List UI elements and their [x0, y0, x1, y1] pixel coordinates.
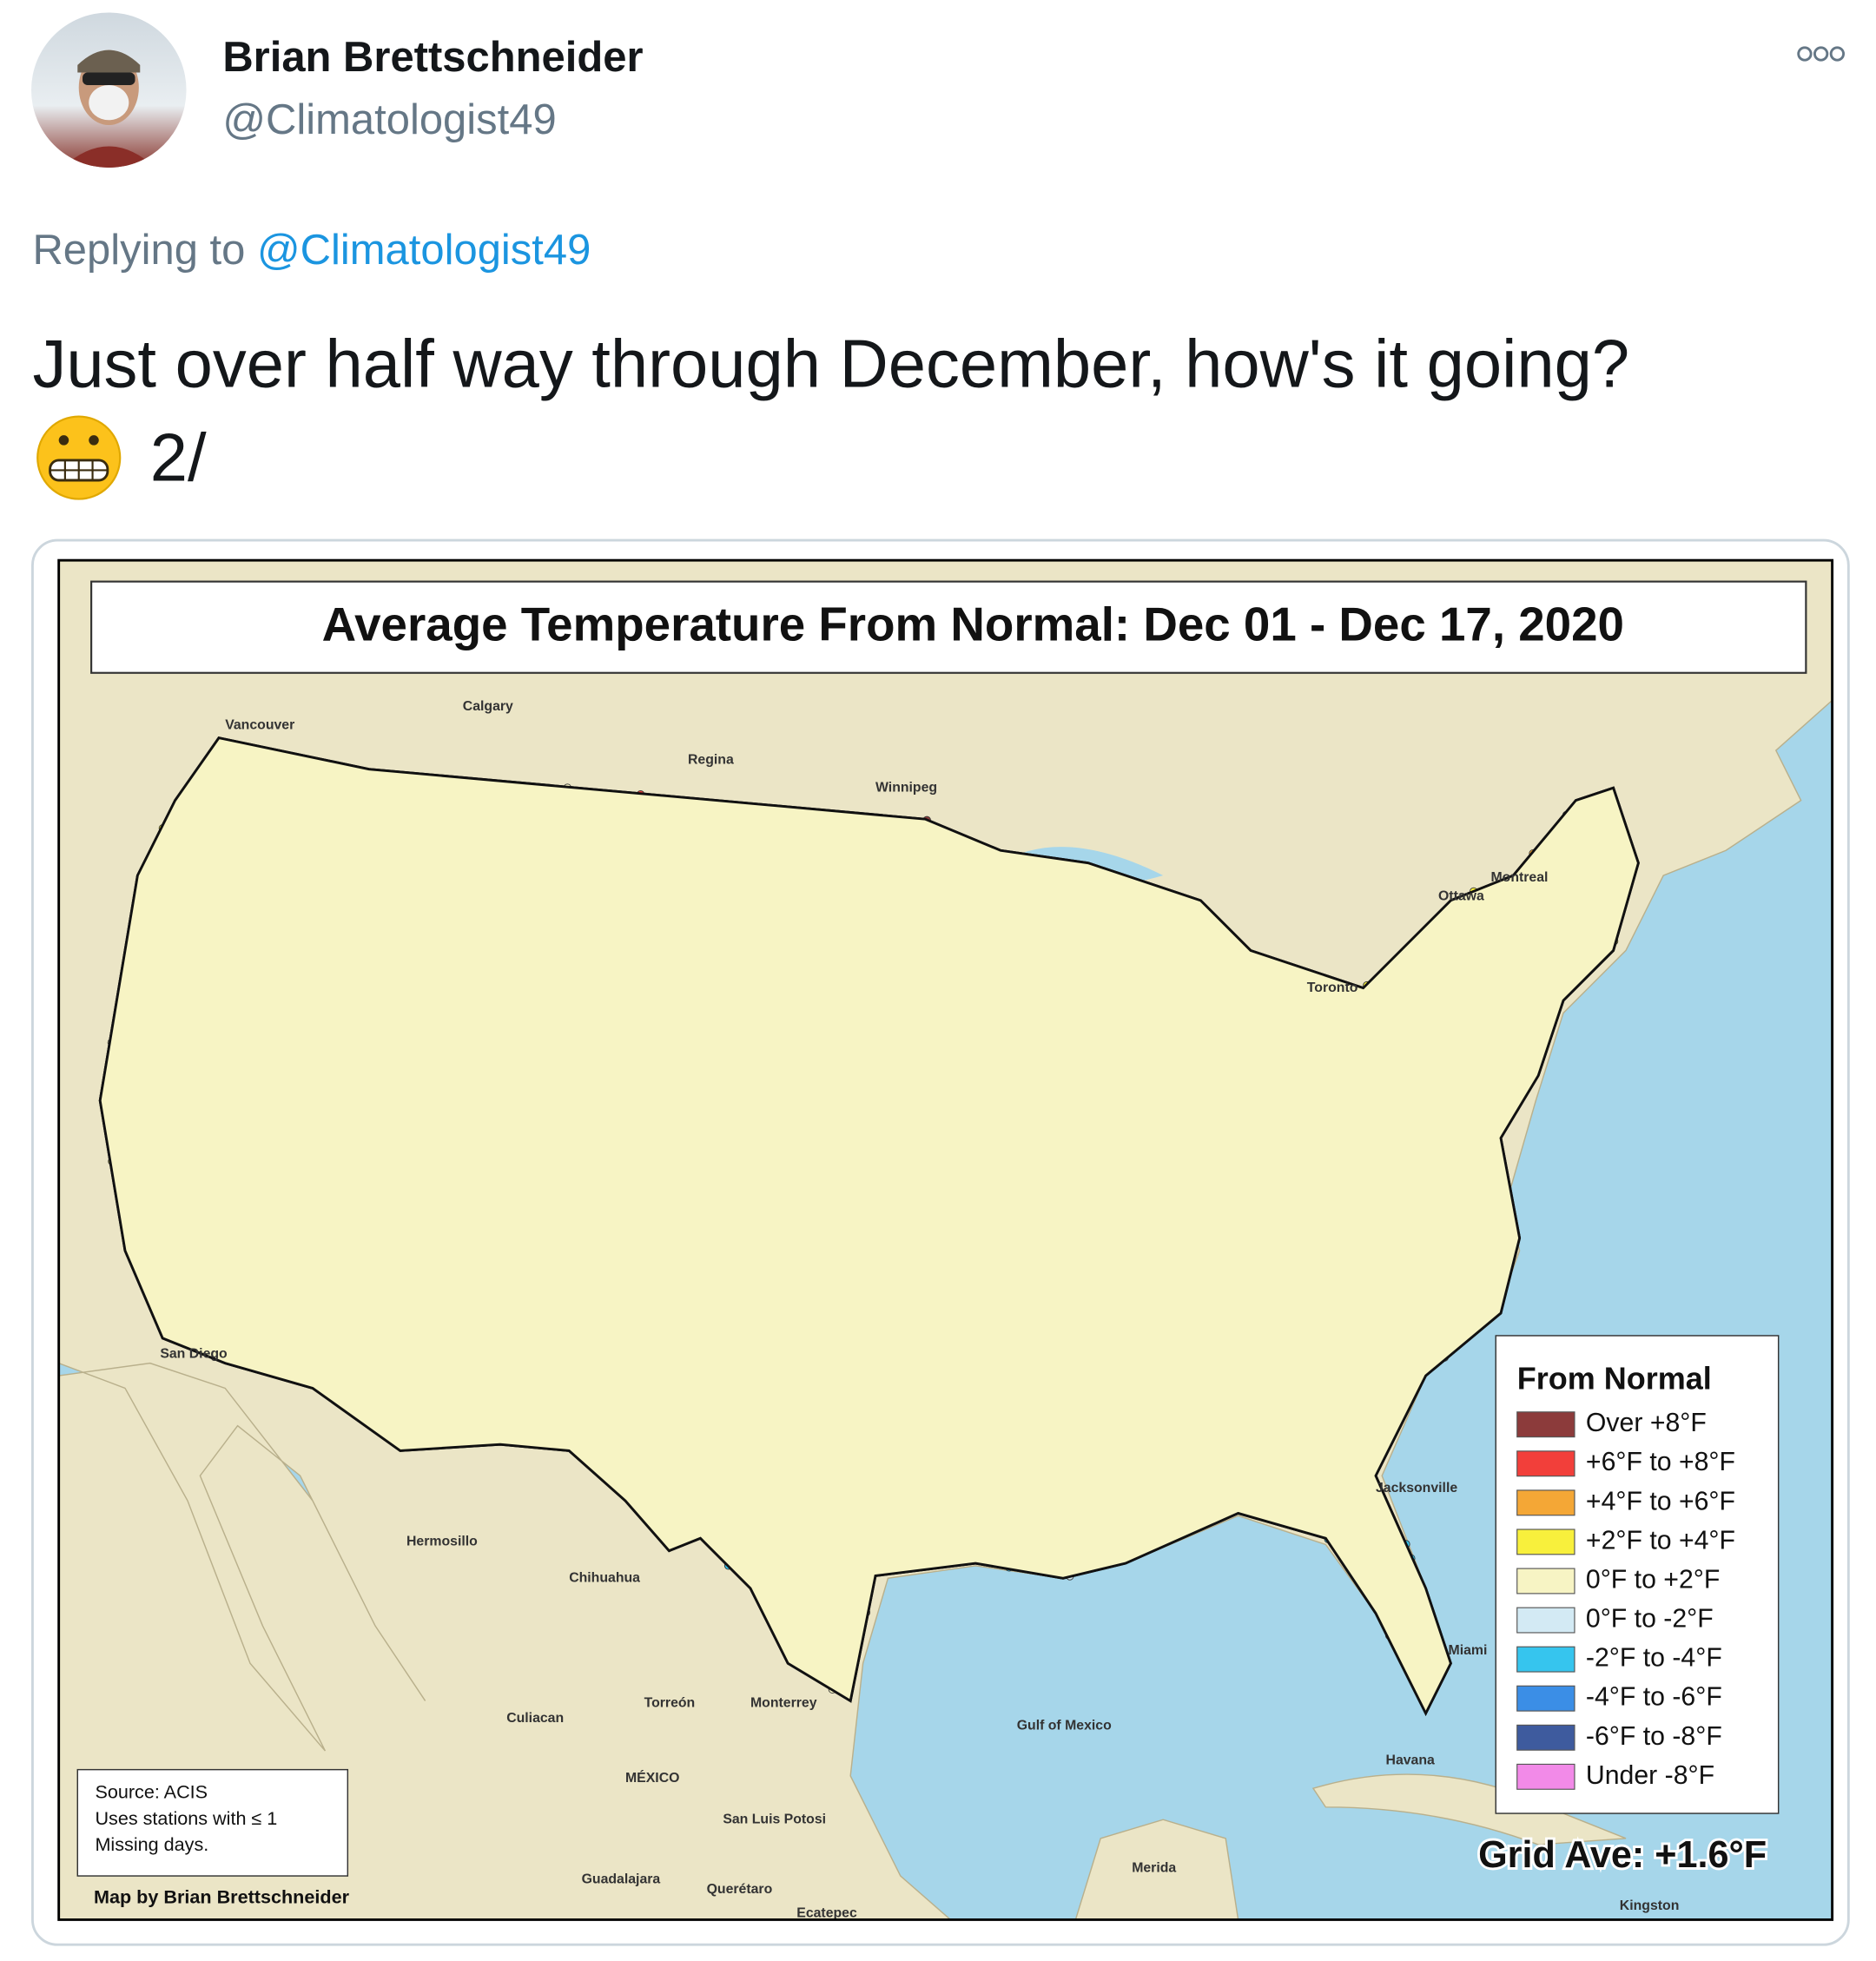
place-label: Winnipeg — [875, 780, 937, 795]
place-label: Culiacan — [506, 1711, 564, 1726]
map-title: Average Temperature From Normal: Dec 01 … — [322, 597, 1624, 650]
place-label: Monterrey — [750, 1696, 817, 1711]
place-label: Torreón — [644, 1696, 696, 1711]
legend-swatch — [1516, 1568, 1575, 1595]
media-card[interactable] — [30, 538, 1850, 1946]
legend-label: Under -8°F — [1586, 1761, 1714, 1790]
author-name[interactable]: Brian Brettschneider — [222, 34, 643, 81]
place-label: Jacksonville — [1376, 1481, 1457, 1496]
place-label: Querétaro — [707, 1882, 773, 1897]
tweet-text: Just over half way through December, how… — [32, 327, 1629, 401]
source-line: Missing days. — [95, 1833, 208, 1855]
place-label: San Luis Potosi — [723, 1812, 826, 1826]
grimace-emoji — [36, 415, 122, 500]
cuba — [1311, 1773, 1627, 1845]
place-label: MÉXICO — [625, 1769, 679, 1786]
place-label: Calgary — [463, 699, 513, 714]
place-label: Montreal — [1490, 870, 1548, 885]
source: Source: ACIS Uses stations with ≤ 1 Missin… — [95, 1781, 277, 1855]
place-label: Miami — [1449, 1643, 1488, 1658]
place-label: Ecatepec — [796, 1905, 857, 1920]
legend-label: -4°F to -6°F — [1586, 1683, 1722, 1712]
place-label: Regina — [688, 753, 734, 768]
title-box — [90, 580, 1807, 674]
legend-label: +6°F to +8°F — [1586, 1448, 1735, 1476]
yucatan — [1074, 1819, 1239, 1920]
place-label: Chihuahua — [569, 1571, 640, 1586]
legend-swatch — [1516, 1646, 1575, 1673]
legend-label: +4°F to +6°F — [1586, 1487, 1735, 1515]
place-label: Havana — [1386, 1753, 1436, 1768]
reply-handle[interactable]: @Climatologist49 — [257, 227, 591, 274]
more-button[interactable] — [1797, 46, 1845, 62]
map-frame — [57, 558, 1834, 1921]
source-line: Uses stations with ≤ 1 — [95, 1807, 277, 1829]
legend-label: Over +8°F — [1586, 1409, 1707, 1437]
place-label: Merida — [1132, 1861, 1176, 1876]
legend-label: -2°F to -4°F — [1586, 1644, 1722, 1673]
legend-swatch — [1516, 1607, 1575, 1634]
avatar[interactable] — [31, 12, 187, 168]
legend-swatch — [1516, 1724, 1575, 1751]
grid-average: Grid Ave: +1.6°F — [1478, 1834, 1767, 1876]
legend-swatch — [1516, 1685, 1575, 1712]
legend-swatch — [1516, 1450, 1575, 1477]
source-box — [76, 1768, 349, 1877]
legend: Over +8°F +6°F to +8°F +4°F to +6°F +2°F to… — [1516, 1409, 1735, 1790]
reply-prefix: Replying to — [32, 227, 245, 274]
reply-info: Replying to @Climatologist49 — [32, 227, 591, 274]
map-credit: Map by Brian Brettschneider — [94, 1886, 350, 1908]
legend-swatch — [1516, 1489, 1575, 1516]
place-label: Kingston — [1620, 1898, 1680, 1913]
place-label: Guadalajara — [582, 1872, 661, 1887]
place-label: Gulf of Mexico — [1017, 1718, 1112, 1733]
legend-swatch — [1516, 1411, 1575, 1438]
place-label: Ottawa — [1438, 889, 1484, 904]
place-label: Hermosillo — [406, 1535, 478, 1549]
legend-swatch — [1516, 1529, 1575, 1555]
source-line: Source: ACIS — [95, 1781, 208, 1803]
legend-title: From Normal — [1517, 1360, 1712, 1396]
place-label: Vancouver — [225, 717, 294, 732]
place-labels: Calgary Regina Winnipeg Vancouver Toronto Ott… — [160, 699, 1680, 1920]
legend-label: -6°F to -8°F — [1586, 1722, 1722, 1751]
place-label: San Diego — [160, 1347, 228, 1362]
map: Calgary Regina Winnipeg Vancouver Toronto Ott… — [58, 560, 1833, 1920]
place-label: Toronto — [1307, 980, 1358, 995]
legend-label: +2°F to +4°F — [1586, 1526, 1735, 1555]
legend-swatch — [1516, 1763, 1575, 1790]
tweet-suffix: 2/ — [150, 420, 207, 495]
legend-label: 0°F to -2°F — [1586, 1605, 1714, 1634]
author-handle[interactable]: @Climatologist49 — [222, 96, 556, 143]
legend-label: 0°F to +2°F — [1586, 1565, 1720, 1594]
